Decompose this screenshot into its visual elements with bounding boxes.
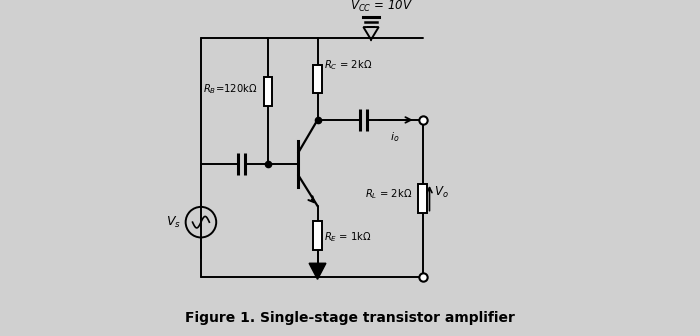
Text: $R_C$ = 2kΩ: $R_C$ = 2kΩ <box>323 58 372 72</box>
Text: $V_s$: $V_s$ <box>166 215 181 230</box>
Bar <box>419 184 427 213</box>
Bar <box>264 77 272 106</box>
Text: $R_L$ = 2kΩ: $R_L$ = 2kΩ <box>365 187 412 201</box>
Text: $R_B$=120kΩ: $R_B$=120kΩ <box>203 82 257 96</box>
Text: $V_{CC}$ = 10V: $V_{CC}$ = 10V <box>350 0 413 14</box>
Text: $R_E$ = 1kΩ: $R_E$ = 1kΩ <box>323 230 371 244</box>
Text: $V_o$: $V_o$ <box>434 185 449 200</box>
Bar <box>314 65 322 93</box>
Polygon shape <box>309 263 326 279</box>
Bar <box>314 221 322 250</box>
Text: Figure 1. Single-stage transistor amplifier: Figure 1. Single-stage transistor amplif… <box>185 311 515 325</box>
Text: $i_o$: $i_o$ <box>391 131 400 144</box>
